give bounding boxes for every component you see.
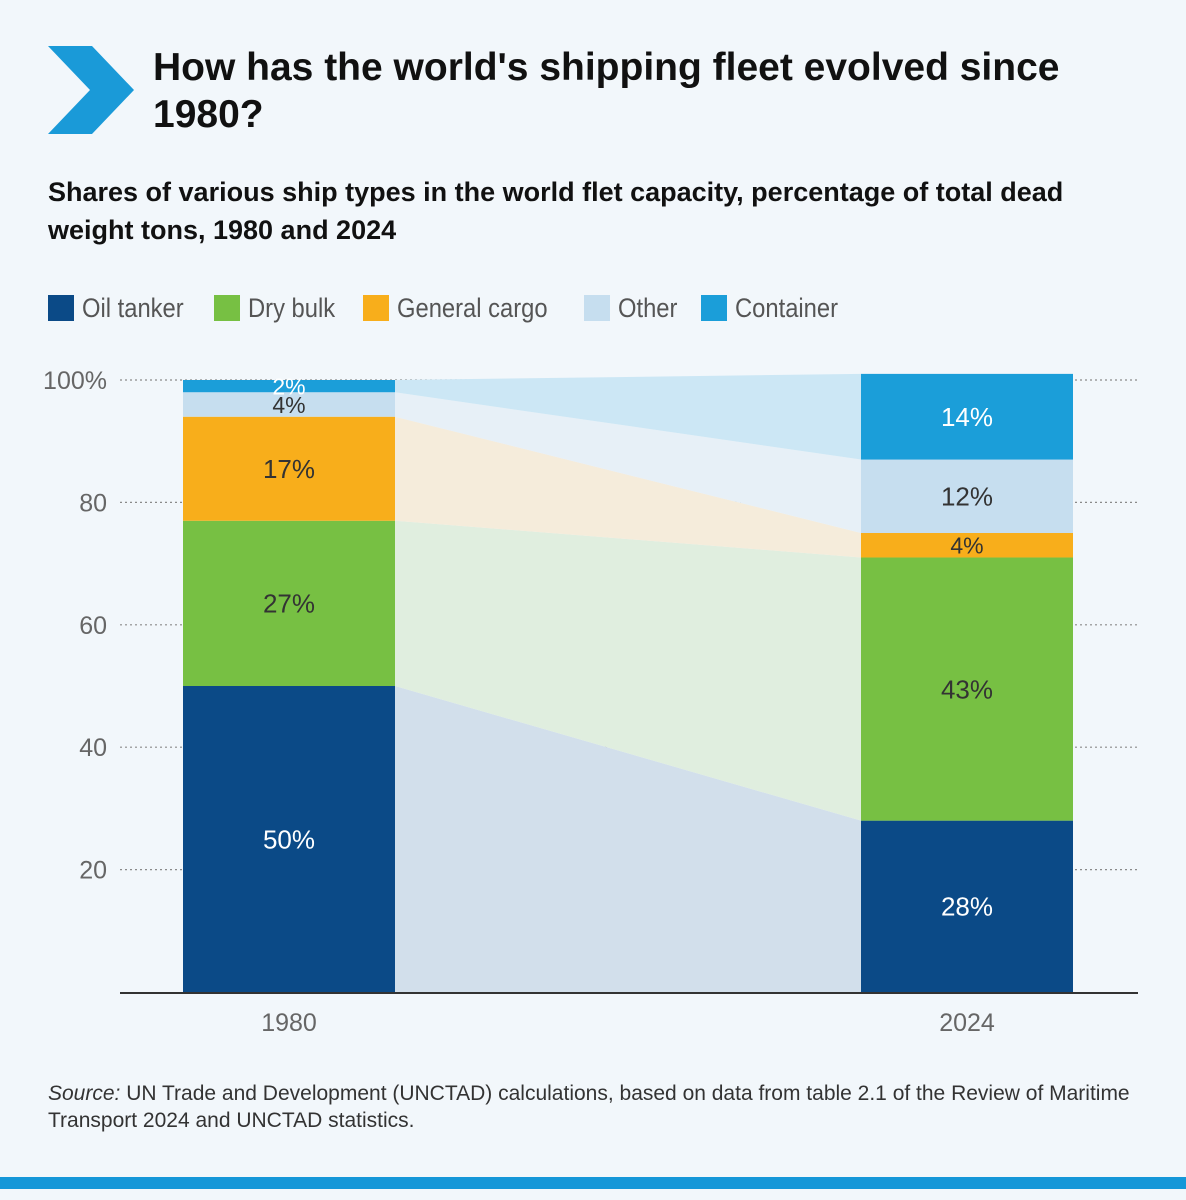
legend-swatch [48,295,74,321]
y-tick-label: 40 [79,734,107,762]
data-label: 43% [941,674,993,704]
bar-general-cargo-2024 [861,533,1073,558]
bar-other-2024 [861,459,1073,533]
y-tick-label: 60 [79,612,107,640]
chart-subtitle: Shares of various ship types in the worl… [48,177,1064,245]
legend-item-dry-bulk: Dry bulk [213,292,347,324]
legend-label: Oil tanker [82,292,184,323]
x-tick-label: 1980 [261,1009,317,1037]
legend-label: Other [617,292,678,323]
data-label: 14% [941,402,993,432]
legend-swatch [701,295,728,321]
legend-item-container: Container [701,293,852,324]
legend-item-general-cargo: General cargo [362,292,568,324]
source-label: Source: [48,1082,121,1105]
source-text: UN Trade and Development (UNCTAD) calcul… [48,1082,1130,1132]
bar-container-1980 [183,380,395,393]
stacked-bar-chart: 20 40 60 80 100% 50% 28% 27% 43% 17% 4% 4% 12% 2% 14% 1… [43,367,1138,1037]
flow-band-other [395,392,861,533]
legend-swatch [583,295,610,321]
bar-oil-tanker-2024 [861,820,1073,992]
legend-label: Dry bulk [247,292,335,323]
source-note: Source: UN Trade and Development (UNCTAD… [48,1080,1148,1134]
bar-general-cargo-1980 [183,416,395,521]
y-tick-label: 100% [43,367,107,395]
legend-swatch [362,295,389,321]
data-label: 4% [950,533,983,559]
y-tick-label: 20 [79,857,107,885]
bar-dry-bulk-2024 [861,557,1073,821]
bottom-accent-bar [0,1177,1186,1189]
legend-label: General cargo [396,292,548,323]
legend-swatch [213,295,240,321]
bar-container-2024 [861,373,1073,460]
chevron-logo-icon [48,46,134,134]
data-label: 27% [263,589,315,619]
flow-band-container [395,373,861,460]
data-label: 17% [263,454,315,484]
data-label: 12% [941,482,993,512]
data-label: 2% [272,373,305,399]
bar-oil-tanker-1980 [183,686,395,992]
data-label: 50% [263,824,315,854]
y-tick-label: 80 [79,489,107,517]
legend-item-oil-tanker: Oil tanker [48,293,198,324]
flow-band-oil-tanker [395,686,861,992]
page-title: How has the world's shipping fleet evolv… [153,46,1060,136]
bar-dry-bulk-1980 [183,520,395,686]
flow-band-general-cargo [395,416,861,558]
x-tick-label: 2024 [939,1009,995,1037]
legend-label: Container [735,292,839,323]
bar-other-1980 [183,392,395,417]
legend-item-other: Other [583,292,686,324]
flow-band-dry-bulk [395,520,861,821]
chart-legend: Oil tanker Dry bulk General cargo Other … [48,290,868,326]
data-label: 4% [272,392,305,418]
data-label: 28% [941,892,993,922]
